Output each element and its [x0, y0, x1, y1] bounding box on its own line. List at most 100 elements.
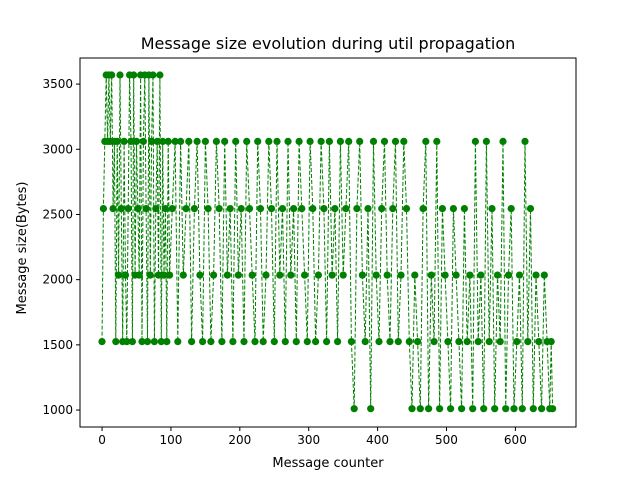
data-point [449, 205, 457, 213]
data-point [201, 137, 209, 145]
data-point [356, 137, 364, 145]
data-point [408, 405, 416, 413]
data-point [496, 338, 504, 346]
data-point [130, 71, 138, 79]
data-point [270, 338, 278, 346]
data-point [290, 205, 298, 213]
data-point [433, 137, 441, 145]
data-point [460, 205, 468, 213]
data-point [121, 271, 130, 279]
data-point [491, 405, 499, 413]
data-point [142, 205, 150, 213]
data-point [323, 338, 331, 346]
data-point [160, 271, 168, 279]
data-point [154, 271, 163, 279]
data-point [108, 71, 116, 79]
data-point [529, 405, 537, 413]
data-point [298, 205, 306, 213]
data-point [369, 137, 378, 145]
data-point [243, 137, 251, 145]
data-point [397, 271, 405, 279]
data-point [116, 71, 124, 79]
data-point [124, 205, 132, 213]
data-point [532, 271, 540, 279]
data-point [378, 205, 386, 213]
data-point [504, 271, 513, 279]
data-point [325, 137, 333, 145]
data-point [174, 338, 182, 346]
data-point [204, 205, 212, 213]
data-point [210, 271, 218, 279]
data-point [240, 338, 248, 346]
data-point [193, 137, 201, 145]
data-point [405, 338, 413, 346]
data-point [466, 271, 474, 279]
data-point [549, 405, 557, 413]
data-point [259, 338, 267, 346]
y-axis-label: Message size(Bytes) [15, 182, 30, 315]
data-point [295, 137, 303, 145]
data-point [156, 71, 164, 79]
data-point [394, 338, 402, 346]
x-tick-label: 500 [435, 433, 458, 447]
data-point [521, 137, 529, 145]
data-point [518, 405, 526, 413]
data-point [372, 271, 380, 279]
y-tick-label: 3500 [42, 77, 73, 91]
data-point [262, 271, 270, 279]
data-point [251, 338, 259, 346]
data-point [314, 271, 322, 279]
x-tick-label: 200 [228, 433, 251, 447]
data-point [135, 271, 143, 279]
data-point [425, 405, 433, 413]
data-point [493, 271, 502, 279]
data-point [223, 271, 231, 279]
data-point [199, 338, 207, 346]
data-point [212, 137, 220, 145]
data-point [402, 205, 411, 213]
data-point [526, 205, 535, 213]
data-point [112, 338, 120, 346]
data-point [190, 205, 198, 213]
data-point [499, 137, 507, 145]
data-point [535, 338, 543, 346]
data-point [185, 137, 193, 145]
data-point [149, 71, 157, 79]
data-point [276, 271, 284, 279]
y-tick-label: 1000 [42, 403, 73, 417]
data-point [226, 205, 234, 213]
data-point [328, 271, 336, 279]
data-point [480, 405, 488, 413]
data-point [334, 338, 342, 346]
data-point [430, 338, 438, 346]
data-point [127, 137, 135, 145]
data-point [350, 405, 358, 413]
data-point [138, 338, 146, 346]
data-point [273, 137, 281, 145]
data-point [345, 137, 353, 145]
x-axis-label: Message counter [272, 456, 384, 471]
data-point [303, 338, 311, 346]
data-point [115, 271, 123, 279]
data-point [309, 205, 317, 213]
data-point [164, 137, 172, 145]
data-point [161, 205, 169, 213]
data-point [306, 137, 314, 145]
data-point [469, 405, 477, 413]
data-point [547, 338, 555, 346]
data-point [182, 205, 190, 213]
data-point [159, 137, 167, 145]
y-tick-label: 2500 [42, 207, 73, 221]
y-tick-label: 2000 [42, 273, 73, 287]
data-point [301, 271, 309, 279]
data-point [265, 137, 273, 145]
data-point [463, 338, 471, 346]
data-point [312, 338, 320, 346]
data-point [196, 271, 204, 279]
data-point [342, 205, 350, 213]
data-point [248, 271, 256, 279]
data-point [207, 338, 215, 346]
data-point [361, 338, 369, 346]
data-point [98, 338, 106, 346]
